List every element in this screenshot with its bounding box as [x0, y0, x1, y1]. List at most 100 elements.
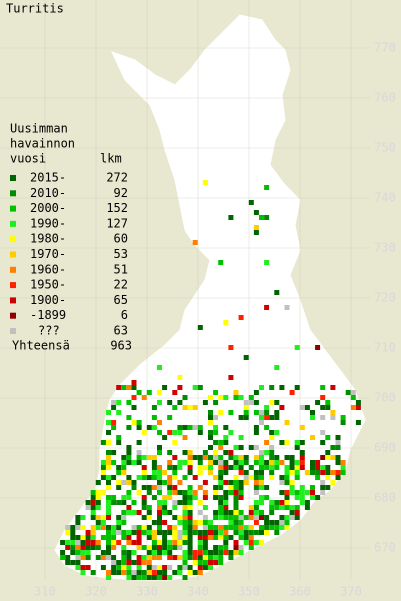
observation-square [182, 490, 188, 495]
observation-square [151, 570, 157, 575]
observation-square [85, 540, 91, 545]
observation-square [106, 535, 111, 540]
observation-square [192, 405, 198, 410]
observation-square [131, 500, 137, 505]
observation-square [325, 400, 331, 405]
observation-square [213, 390, 219, 395]
x-label: 350 [238, 585, 260, 599]
observation-square [126, 425, 132, 430]
observation-square [167, 575, 173, 580]
observation-square [100, 440, 106, 445]
observation-square [218, 480, 224, 485]
observation-square [248, 540, 254, 545]
observation-square [151, 540, 157, 545]
observation-square [294, 495, 300, 500]
observation-square [325, 455, 331, 460]
observation-square [167, 460, 173, 465]
observation-square [172, 485, 178, 490]
observation-square [116, 570, 122, 575]
observation-square [90, 535, 96, 540]
observation-square [233, 500, 239, 505]
observation-square [151, 530, 157, 535]
observation-square [111, 400, 117, 405]
observation-square [187, 515, 193, 520]
observation-square [218, 500, 224, 505]
observation-square [111, 405, 117, 410]
observation-square [202, 495, 208, 500]
observation-square [167, 525, 173, 530]
observation-square [264, 530, 270, 535]
observation-square [157, 390, 162, 395]
observation-square [315, 495, 321, 500]
observation-square [116, 520, 122, 525]
legend-label: 1960- [30, 262, 66, 276]
observation-square [146, 475, 152, 480]
title: Turritis [6, 2, 64, 16]
observation-square [238, 470, 244, 475]
observation-square [284, 420, 290, 425]
observation-square [238, 480, 244, 485]
observation-square [228, 345, 234, 350]
observation-square [325, 465, 331, 470]
observation-square [100, 520, 106, 525]
observation-square [116, 560, 122, 565]
observation-square [218, 485, 224, 490]
observation-square [253, 520, 259, 525]
observation-square [151, 405, 157, 410]
observation-square [136, 420, 142, 425]
observation-square [177, 480, 183, 485]
observation-square [106, 410, 111, 415]
observation-square [100, 550, 106, 555]
observation-square [243, 415, 249, 420]
observation-square [264, 260, 270, 265]
observation-square [310, 485, 315, 490]
observation-square [131, 380, 137, 385]
observation-square [141, 555, 147, 560]
observation-square [330, 385, 336, 390]
observation-square [243, 530, 249, 535]
observation-square [213, 475, 219, 480]
observation-square [192, 475, 198, 480]
observation-square [253, 400, 259, 405]
observation-square [223, 515, 229, 520]
observation-square [218, 465, 224, 470]
observation-square [213, 525, 219, 530]
observation-square [172, 405, 178, 410]
observation-square [100, 460, 106, 465]
observation-square [248, 535, 254, 540]
observation-square [243, 410, 249, 415]
observation-square [126, 490, 132, 495]
observation-square [187, 555, 193, 560]
observation-square [248, 400, 254, 405]
observation-square [80, 565, 86, 570]
observation-square [269, 465, 275, 470]
observation-square [106, 545, 111, 550]
y-label: 690 [374, 441, 396, 455]
observation-square [259, 385, 264, 390]
observation-square [294, 385, 300, 390]
observation-square [172, 515, 178, 520]
observation-square [111, 475, 117, 480]
observation-square [65, 545, 71, 550]
observation-square [70, 540, 76, 545]
observation-square [218, 525, 224, 530]
observation-square [95, 525, 101, 530]
observation-square [141, 560, 147, 565]
observation-square [151, 470, 157, 475]
observation-square [274, 460, 280, 465]
observation-square [264, 460, 270, 465]
observation-square [259, 530, 264, 535]
observation-square [182, 505, 188, 510]
observation-square [90, 570, 96, 575]
observation-square [197, 385, 203, 390]
observation-square [279, 490, 285, 495]
observation-square [162, 470, 168, 475]
observation-square [335, 440, 341, 445]
observation-square [106, 540, 111, 545]
observation-square [253, 210, 259, 215]
observation-square [182, 535, 188, 540]
observation-square [238, 315, 244, 320]
observation-square [223, 490, 229, 495]
observation-square [136, 560, 142, 565]
